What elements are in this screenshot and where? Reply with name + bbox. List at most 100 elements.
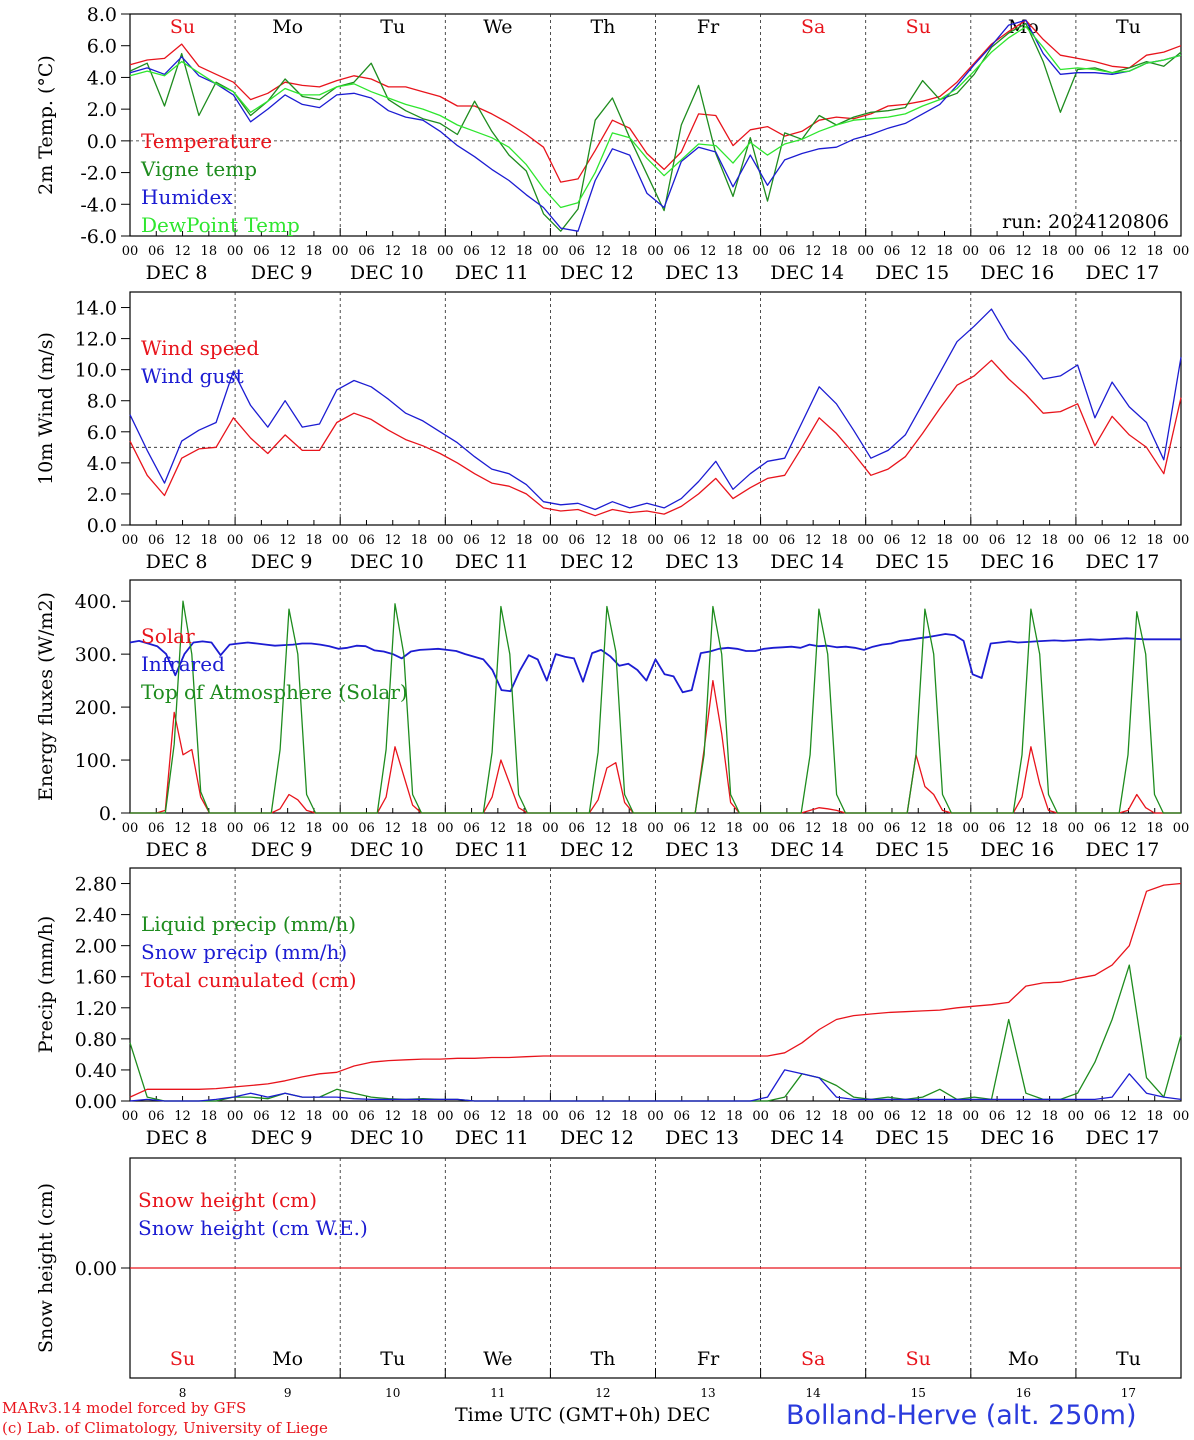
hour-tick-label: 18 [411,821,428,836]
hour-tick-label: 12 [174,244,191,259]
hour-tick-label: 00 [122,533,139,548]
hour-tick-label: 00 [227,533,244,548]
hour-tick-label: 18 [831,1109,848,1124]
hour-tick-label: 00 [752,821,769,836]
hour-tick-label: 00 [122,1109,139,1124]
y-tick-label: 200. [75,697,117,719]
station-name: Bolland-Herve (alt. 250m) [786,1400,1137,1431]
legend-entry: Wind gust [141,364,244,388]
day-number-label: 8 [179,1386,187,1400]
hour-tick-label: 12 [384,1109,401,1124]
date-label: DEC 10 [350,551,424,573]
legend-entry: Temperature [141,129,272,153]
weekday-label: Fr [697,1348,720,1370]
hour-tick-label: 12 [700,821,717,836]
y-axis-label: Energy fluxes (W/m2) [35,592,57,801]
day-number-label: 9 [284,1386,292,1400]
date-label: DEC 12 [560,839,634,861]
weekday-label: We [483,16,512,38]
hour-tick-label: 18 [201,244,218,259]
hour-tick-label: 06 [779,244,796,259]
hour-tick-label: 18 [411,244,428,259]
legend-entry: Solar [141,624,195,648]
hour-tick-label: 12 [700,533,717,548]
day-number-label: 13 [700,1386,715,1400]
hour-tick-label: 00 [1173,1109,1190,1124]
hour-tick-label: 00 [647,533,664,548]
hour-tick-label: 00 [857,533,874,548]
hour-tick-label: 18 [1041,533,1058,548]
hour-tick-label: 12 [805,244,822,259]
panel-2: 14.0 12.0 10.0 8.0 6.0 4.0 2.0 0.0 10m Wind (m/s… [35,291,1189,573]
date-label: DEC 13 [665,839,739,861]
day-number-label: 12 [595,1386,610,1400]
hour-tick-label: 00 [1068,821,1085,836]
legend-entry: Snow height (cm W.E.) [138,1216,368,1240]
date-label: DEC 14 [770,1127,844,1149]
model-credit: MARv3.14 model forced by GFS [2,1399,247,1417]
hour-tick-label: 12 [595,1109,612,1124]
hour-tick-label: 12 [279,244,296,259]
hour-tick-label: 18 [201,821,218,836]
hour-tick-label: 18 [831,244,848,259]
series-line [129,308,1182,511]
hour-tick-label: 06 [148,244,165,259]
hour-tick-label: 12 [490,244,507,259]
hour-tick-label: 00 [437,533,454,548]
hour-tick-label: 18 [516,1109,533,1124]
y-axis-label: Precip (mm/h) [35,916,57,1054]
day-number-label: 16 [1016,1386,1031,1400]
hour-tick-label: 06 [1094,533,1111,548]
date-label: DEC 14 [770,839,844,861]
y-tick-label: 4.0 [87,67,117,89]
hour-tick-label: 18 [936,533,953,548]
hour-tick-label: 18 [201,533,218,548]
weekday-label: Mo [272,16,303,38]
weekday-label: Mo [1008,1348,1039,1370]
y-tick-label: 4.0 [87,453,117,475]
hour-tick-label: 06 [358,821,375,836]
hour-tick-label: 18 [621,1109,638,1124]
date-label: DEC 11 [455,262,529,284]
hour-tick-label: 00 [752,533,769,548]
panel-1: 8.0 6.0 4.0 2.0 0.0 -2.0 -4.0 -6.0 2m Temp. (°C)… [35,4,1189,284]
date-label: DEC 16 [980,839,1054,861]
hour-tick-label: 12 [174,821,191,836]
hour-tick-label: 12 [595,244,612,259]
weekday-label: Su [170,16,195,38]
hour-tick-label: 06 [568,821,585,836]
date-label: DEC 15 [875,1127,949,1149]
y-tick-label: 2.0 [87,99,117,121]
hour-tick-label: 00 [1068,533,1085,548]
hour-tick-label: 18 [726,533,743,548]
hour-tick-label: 18 [936,1109,953,1124]
hour-tick-label: 00 [542,821,559,836]
weekday-label: Su [906,1348,931,1370]
date-label: DEC 12 [560,551,634,573]
y-tick-label: 14.0 [75,298,117,320]
hour-tick-label: 12 [595,533,612,548]
day-number-label: 11 [490,1386,505,1400]
y-tick-label: 0.80 [75,1029,117,1051]
hour-tick-label: 00 [542,244,559,259]
hour-tick-label: 06 [358,533,375,548]
hour-tick-label: 06 [779,821,796,836]
series-line [129,19,1182,232]
hour-tick-label: 00 [647,821,664,836]
y-tick-label: 10.0 [75,360,117,382]
date-label: DEC 9 [251,839,313,861]
date-label: DEC 17 [1086,551,1160,573]
hour-tick-label: 12 [910,821,927,836]
hour-tick-label: 12 [1120,1109,1137,1124]
hour-tick-label: 06 [1094,244,1111,259]
date-label: DEC 10 [350,262,424,284]
weekday-label: Sa [801,1348,825,1370]
y-tick-label: 100. [75,750,117,772]
hour-tick-label: 18 [1146,821,1163,836]
hour-tick-label: 06 [1094,821,1111,836]
hour-tick-label: 00 [437,1109,454,1124]
hour-tick-label: 06 [358,244,375,259]
date-label: DEC 17 [1086,839,1160,861]
hour-tick-label: 18 [1041,244,1058,259]
date-label: DEC 16 [980,1127,1054,1149]
